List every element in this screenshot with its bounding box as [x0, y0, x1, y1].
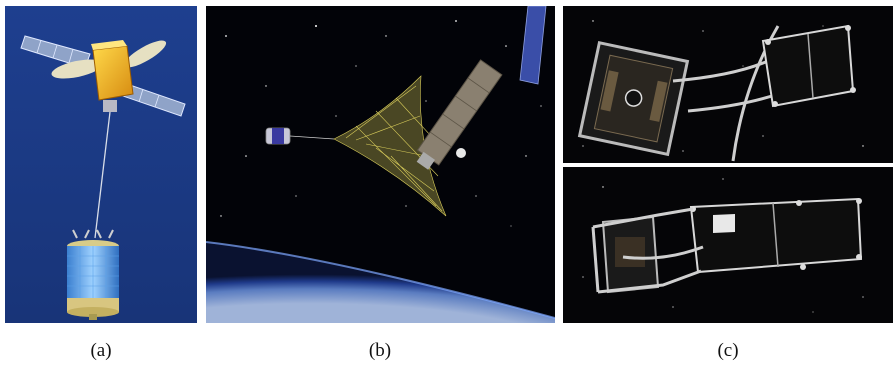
starfield-c-top [582, 20, 864, 152]
antenna-dish-right [123, 40, 167, 68]
capture-net [333, 75, 447, 217]
tether [94, 111, 111, 239]
tether-line [289, 135, 335, 140]
starfield-c-bottom [582, 178, 864, 313]
panel-a-image [5, 6, 197, 323]
panel-c-top-approach [563, 6, 893, 163]
chaser-body [689, 197, 863, 274]
debris-sphere [456, 148, 466, 158]
starfield [220, 20, 542, 227]
chaser-spacecraft [265, 127, 291, 145]
captured-target [601, 215, 660, 294]
closed-frame [591, 207, 704, 294]
satellite-bus [91, 40, 134, 112]
panel-a-tethered-satellite [5, 6, 197, 323]
panel-c-bottom-captured [563, 167, 893, 323]
panel-b-net-capture [206, 6, 555, 323]
solar-array [519, 6, 547, 85]
tethered-subsatellite [67, 229, 119, 320]
caption-a: (a) [90, 340, 112, 361]
antenna-dish-left [51, 59, 103, 79]
debris-object [416, 59, 503, 170]
panel-c-top-image [563, 6, 893, 163]
caption-c: (c) [717, 340, 739, 361]
chaser-cubesat [761, 24, 856, 108]
caption-b: (b) [368, 340, 392, 361]
panel-b-image [206, 6, 555, 323]
earth-limb [206, 242, 555, 323]
target-cubesat [577, 40, 690, 157]
panel-c-bottom-image [563, 167, 893, 323]
